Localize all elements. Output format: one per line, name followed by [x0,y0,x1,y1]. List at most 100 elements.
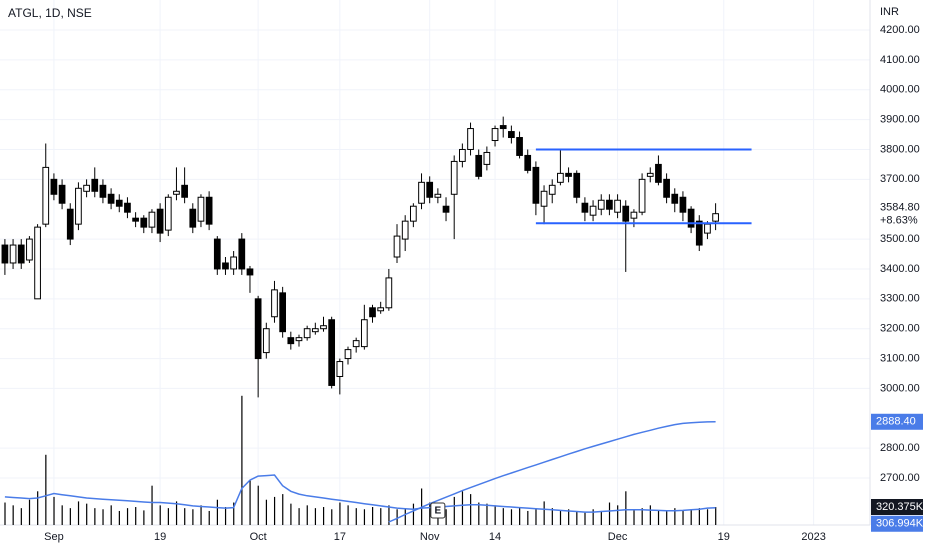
volume-bar [249,480,251,525]
candle-body [311,328,319,333]
candle-body [254,298,262,360]
candle-body [66,208,74,240]
candle-body [91,178,99,192]
x-tick-label: Sep [44,531,64,543]
volume-bar [519,507,521,525]
candle-body [213,238,221,270]
candle-body [638,178,646,213]
candle-body [205,196,213,225]
volume-bar [224,507,227,525]
candle-body [230,256,237,270]
candle-body [287,337,295,345]
volume-ma-line [4,474,716,513]
y-tick-label: 2800.00 [880,442,920,454]
earnings-marker [430,502,446,519]
candle-body [222,262,229,270]
x-tick-label: Dec [608,531,628,543]
volume-bar [494,505,496,525]
candle-body [173,190,180,195]
candle-body [148,211,156,228]
y-tick-label: 3500.00 [880,233,920,245]
candle-body [516,137,523,156]
candle-body [565,172,572,177]
volume-bar [543,501,545,525]
candle-body [548,184,556,195]
y-tick-label: 2700.00 [880,472,920,484]
volume-bar [600,510,602,525]
volume-bar [233,502,235,525]
candle-body [606,199,613,210]
volume-bar [649,505,651,525]
volume-bar [502,508,504,525]
volume-bar [126,508,129,525]
volume-bar [715,507,717,525]
candle-body [34,226,41,300]
candle-body [99,184,107,198]
volume-bar [192,509,194,525]
candle-body [115,199,123,207]
volume-bar [94,508,96,525]
candle-body [442,205,450,213]
volume-bar [666,511,668,525]
volume-bar [592,509,594,525]
candle-body [26,238,33,261]
volume-bar [12,505,14,525]
candle-body [164,196,172,231]
candle-body [573,172,581,198]
candle-body [401,220,409,240]
y-tick-label: 3100.00 [880,352,920,364]
candle-body [320,325,327,330]
volume-bar [61,505,63,525]
candle-body [9,244,17,264]
volume-bar [143,510,145,525]
candle-body [352,340,360,348]
volume-bar [682,510,684,525]
x-tick-label: Oct [250,531,267,543]
volume-bar [625,491,627,525]
axis-tag [871,413,923,430]
candle-body [491,128,499,142]
candle-body [279,292,287,333]
volume-bar [290,503,292,525]
candle-body [434,193,442,198]
volume-bar [657,510,660,525]
y-tick-label: 3300.00 [880,293,920,305]
volume-bar [175,501,178,525]
volume-bar [388,505,390,525]
candle-body [450,160,458,195]
candle-body [540,190,548,207]
candle-body [409,205,417,222]
x-tick-label: 2023 [801,531,825,543]
volume-bar [159,505,161,525]
volume-bar [363,509,366,525]
volume-bar [257,485,259,525]
volume-bar [355,508,357,525]
volume-bar [429,502,431,525]
volume-bar [77,501,80,525]
volume-bar [535,508,537,525]
volume-bar [641,508,643,525]
y-tick-label: 3200.00 [880,323,920,335]
candle-body [336,361,344,377]
volume-bar [241,395,243,525]
volume-bar [396,509,398,525]
candle-body [328,319,336,386]
candle-body [124,202,131,213]
candle-body [418,181,425,204]
volume-bar [633,509,635,525]
volume-bar [86,503,88,525]
volume-bar [372,507,374,525]
volume-bar [69,508,71,525]
candle-body [679,196,687,213]
candle-body [75,187,82,225]
candle-body [622,205,630,222]
candle-body [271,289,278,318]
volume-bar [151,485,153,525]
candle-body [581,202,589,213]
candle-body [385,277,393,309]
candle-body [508,131,515,139]
y-tick-label: 3900.00 [880,114,920,126]
candle-body [589,205,597,216]
volume-bar [380,508,382,525]
volume-bar [331,509,333,525]
